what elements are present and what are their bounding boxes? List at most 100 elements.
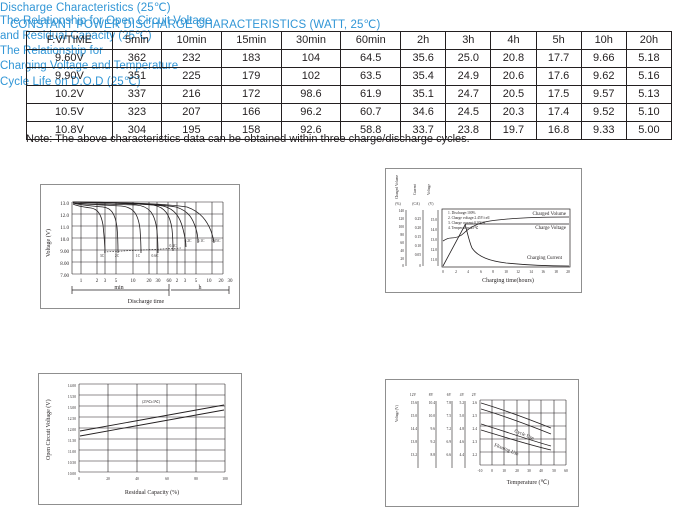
y-tick: 9.2 [431,440,436,444]
series-label: 1C [136,254,141,258]
floating-use-upper [480,423,552,447]
ocv-y-axis-label: Open Circuit Voltage (V) [45,399,52,460]
y-tick: 10.0 [60,238,69,243]
y-tick: 10.4 [429,401,435,405]
x-tick: 4 [467,270,469,274]
y-tick: 7.8 [447,401,452,405]
x-tick: 60 [564,469,568,473]
constant-power-discharge-table: F.V/TIME 5min 10min 15min 30min 60min 2h… [26,31,673,140]
y-tick: 15.6 [411,401,417,405]
y-tick: 13.2 [411,453,417,457]
x-tick: 20 [106,477,110,481]
cycle-use-upper [480,402,552,429]
y-tick: 2.5 [473,414,478,418]
table-cell: 5.16 [625,67,673,86]
y-tick: 0.15 [415,235,421,239]
table-row: 10.2V 337 216 172 98.6 61.9 35.1 24.7 20… [26,85,673,104]
table-cell: 34.6 [400,103,447,122]
x-tick: 0 [442,270,444,274]
table-cell: 17.7 [535,49,582,68]
scale-name-12v: 12V [410,393,417,397]
y-tick: 12.0 [431,248,437,252]
y-tick: 6.9 [447,440,452,444]
series-label: 3C [100,254,105,258]
charged-volume-axis-unit: (%) [395,202,401,206]
x-tick: 5 [195,279,198,284]
x-tick: 10 [207,279,213,284]
ocv-chart-svg: Open Circuit Voltage (V) 14.00 13.50 13.… [45,383,228,496]
column-header: 5h [535,31,582,50]
charging-x-axis-label: Charging time(hours) [482,277,534,284]
y-tick: 0.20 [415,226,421,230]
x-tick: 50 [552,469,556,473]
annotation-floating-use: Floating Use [493,443,519,458]
y-tick: 5.0 [460,414,465,418]
table-cell: 9.33 [580,121,627,140]
y-tick: 0 [419,264,421,268]
table-cell: 92.6 [280,121,342,140]
table-cell: 24.5 [445,103,492,122]
y-tick: 14.0 [431,228,437,232]
discharge-chart-svg: Voltage (V) 13.0 12.0 11.0 10.0 9.00 8.0… [45,201,233,305]
temp-grid [479,399,567,466]
current-axis-name: Current [413,184,417,195]
x-group-label: h [199,285,202,291]
table-cell: 5.13 [625,85,673,104]
discharge-chart-frame: Voltage (V) 13.0 12.0 11.0 10.0 9.00 8.0… [40,184,240,309]
column-header: 5min [111,31,163,50]
x-tick: 100 [222,477,228,481]
table-cell: 35.1 [400,85,447,104]
temp-x-axis-label: Temperature (℃) [507,479,549,486]
table-cell: 195 [161,121,222,140]
x-tick: 80 [194,477,198,481]
table-cell: 166 [220,103,282,122]
y-tick: 7.00 [60,274,69,279]
discharge-y-axis-label: Voltage (V) [45,229,52,257]
x-tick: 8 [492,270,494,274]
y-tick: 5.2 [460,401,465,405]
x-tick: 40 [135,477,139,481]
table-cell: 183 [220,49,282,68]
y-tick: 0.05 [415,253,421,257]
x-tick: 30 [527,469,531,473]
y-tick: 10.0 [429,414,435,418]
x-tick: 12 [516,270,520,274]
table-cell: 5.10 [625,103,673,122]
table-cell: 24.7 [445,85,492,104]
y-tick: 13.0 [60,202,69,207]
row-label: 10.8V [26,121,113,140]
y-tick: 8.00 [60,262,69,267]
table-cell: 216 [161,85,222,104]
column-header: 60min [340,31,402,50]
table-cell: 337 [111,85,163,104]
condition-line: 1. Discharge:100% [448,211,475,215]
series-label: 0.3C [170,244,177,248]
series-label: 0.6C [152,254,159,258]
ocv-upper-line [79,404,225,432]
discharge-curves [72,201,215,254]
x-tick: 20 [566,270,570,274]
x-tick: 3 [184,279,187,284]
y-tick: 80 [400,233,404,237]
charging-chart-svg: Charged Volume Current Voltage (%) (CA) … [395,175,571,284]
y-tick: 14.4 [411,427,417,431]
y-tick: 8.8 [431,453,436,457]
column-header: 4h [490,31,537,50]
series-label: 0.2C [185,239,192,243]
column-header: 15min [220,31,282,50]
table-cell: 16.8 [535,121,582,140]
table-cell: 102 [280,67,342,86]
voltage-axis-unit: (V) [429,202,435,206]
table-cell: 9.52 [580,103,627,122]
ocv-grid [78,383,226,473]
cycle-use-lower [480,408,552,435]
table-cell: 20.5 [490,85,537,104]
y-tick: 15.0 [431,218,437,222]
charging-chart-frame: Charged Volume Current Voltage (%) (CA) … [385,168,582,293]
table-row: 10.5V 323 207 166 96.2 60.7 34.6 24.5 20… [26,103,673,122]
annotation-charge-voltage: Charge Voltage [535,226,566,231]
y-tick: 20 [400,257,404,261]
row-label: 9.60V [26,49,113,68]
table-cell: 20.8 [490,49,537,68]
